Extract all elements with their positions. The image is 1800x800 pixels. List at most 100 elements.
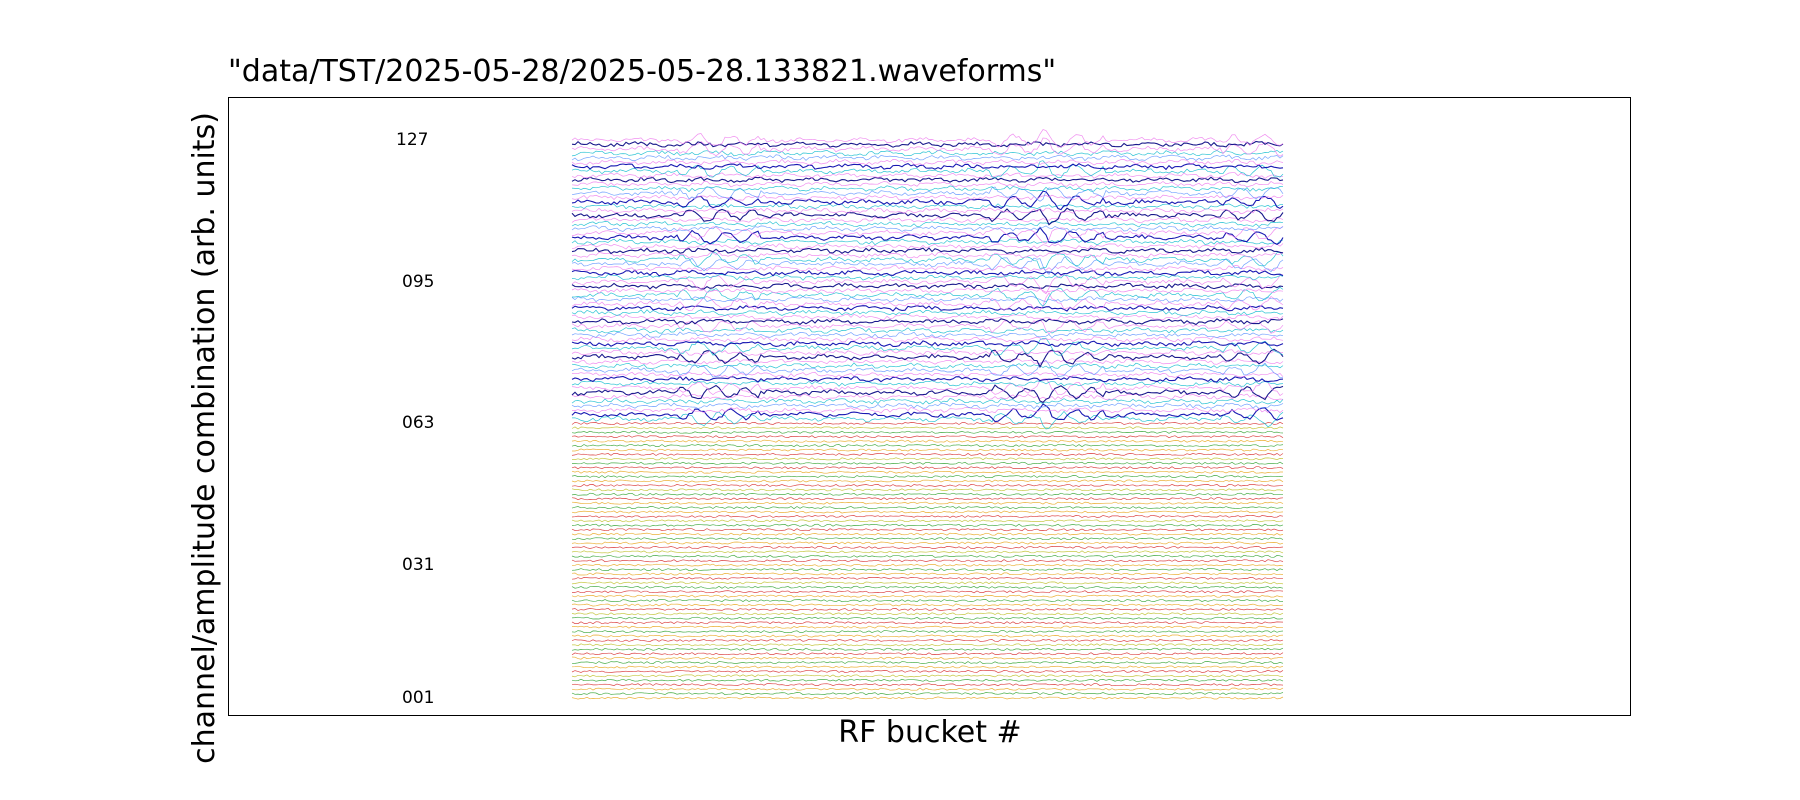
- trace-channel-049: [571, 483, 1283, 487]
- trace-channel-019: [571, 616, 1284, 620]
- trace-channel-010: [571, 656, 1284, 660]
- trace-channel-026: [571, 585, 1284, 589]
- trace-channel-076: [571, 362, 1284, 370]
- trace-channel-089: [571, 304, 1284, 312]
- trace-channel-109: [571, 216, 1284, 223]
- trace-channel-027: [571, 581, 1284, 585]
- y-tick-label: 095: [402, 271, 435, 292]
- trace-channel-037: [571, 537, 1284, 541]
- trace-channel-104: [571, 238, 1284, 246]
- trace-channel-126: [571, 140, 1284, 148]
- trace-channel-098: [571, 265, 1284, 272]
- trace-channel-018: [571, 621, 1284, 625]
- trace-channel-034: [571, 550, 1284, 554]
- y-tick-label: 001: [402, 688, 435, 708]
- trace-channel-077: [571, 358, 1284, 365]
- trace-channel-083: [571, 331, 1284, 339]
- trace-channel-086: [571, 318, 1284, 326]
- trace-channel-125: [571, 137, 1284, 157]
- trace-channel-101: [571, 251, 1284, 259]
- trace-channel-057: [572, 448, 1284, 452]
- trace-channel-123: [571, 154, 1284, 162]
- trace-channel-119: [571, 172, 1283, 179]
- trace-channel-102: [571, 247, 1284, 255]
- trace-channel-050: [571, 479, 1284, 483]
- trace-channel-095: [571, 273, 1284, 295]
- trace-channel-111: [571, 207, 1284, 215]
- trace-channel-036: [571, 541, 1284, 545]
- trace-channel-080: [571, 337, 1284, 356]
- trace-channel-105: [571, 226, 1284, 246]
- trace-channel-072: [571, 380, 1284, 387]
- trace-channel-007: [571, 669, 1284, 673]
- trace-channel-020: [571, 612, 1284, 616]
- trace-channel-070: [571, 384, 1284, 404]
- trace-channel-110: [571, 207, 1284, 226]
- trace-channel-062: [571, 426, 1284, 430]
- trace-channel-035: [571, 545, 1284, 549]
- trace-channel-023: [571, 599, 1284, 603]
- trace-channel-097: [571, 269, 1284, 277]
- plot-area: [228, 97, 1631, 716]
- trace-channel-059: [571, 439, 1284, 443]
- trace-channel-052: [571, 470, 1283, 474]
- chart-title: "data/TST/2025-05-28/2025-05-28.133821.w…: [228, 54, 1057, 89]
- trace-channel-071: [571, 378, 1284, 396]
- trace-channel-012: [571, 647, 1284, 651]
- trace-channel-107: [571, 225, 1284, 232]
- trace-channel-096: [571, 274, 1284, 281]
- trace-channel-067: [571, 402, 1284, 410]
- trace-channel-015: [571, 634, 1284, 638]
- trace-channel-025: [571, 590, 1284, 594]
- trace-channel-045: [571, 501, 1284, 505]
- trace-channel-040: [571, 523, 1284, 527]
- trace-channel-032: [571, 559, 1284, 563]
- trace-channel-113: [571, 190, 1284, 211]
- trace-channel-038: [571, 532, 1284, 536]
- trace-channel-039: [571, 528, 1284, 532]
- trace-channel-106: [571, 226, 1284, 244]
- trace-channel-042: [571, 514, 1284, 518]
- trace-channel-043: [571, 510, 1284, 514]
- trace-channel-041: [571, 519, 1284, 523]
- trace-channel-053: [571, 466, 1284, 470]
- trace-channel-118: [571, 176, 1284, 184]
- trace-channel-084: [571, 327, 1284, 334]
- trace-channel-078: [571, 348, 1284, 369]
- trace-channel-048: [571, 488, 1284, 492]
- trace-channel-112: [571, 203, 1284, 210]
- trace-channel-028: [571, 576, 1283, 580]
- trace-channel-003: [571, 687, 1284, 691]
- trace-channel-009: [571, 661, 1284, 665]
- trace-channel-054: [571, 461, 1284, 465]
- x-axis-label: RF bucket #: [838, 715, 1022, 750]
- trace-channel-094: [571, 282, 1284, 290]
- trace-channel-017: [571, 625, 1283, 629]
- trace-channel-117: [571, 181, 1284, 188]
- trace-channel-075: [571, 359, 1284, 379]
- trace-channel-093: [571, 287, 1284, 294]
- trace-channel-031: [571, 563, 1284, 567]
- trace-channel-068: [571, 398, 1284, 405]
- trace-channel-108: [571, 221, 1284, 228]
- trace-channel-120: [571, 160, 1284, 179]
- trace-channel-066: [572, 406, 1284, 414]
- trace-channel-090: [571, 292, 1284, 312]
- trace-channel-055: [571, 457, 1284, 461]
- trace-channel-127: [571, 129, 1284, 148]
- trace-channel-087: [571, 313, 1284, 321]
- trace-channel-002: [571, 692, 1284, 696]
- trace-channel-006: [571, 674, 1284, 678]
- trace-channel-124: [571, 149, 1284, 157]
- trace-channel-060: [571, 435, 1284, 439]
- trace-channel-005: [571, 678, 1284, 682]
- trace-channel-001: [571, 696, 1284, 700]
- trace-channel-044: [571, 506, 1284, 510]
- trace-channel-116: [571, 185, 1284, 193]
- trace-channel-079: [571, 349, 1284, 356]
- y-tick-label: 031: [402, 555, 435, 576]
- trace-channel-063: [571, 421, 1284, 425]
- trace-channel-011: [571, 652, 1284, 656]
- trace-channel-091: [571, 296, 1284, 303]
